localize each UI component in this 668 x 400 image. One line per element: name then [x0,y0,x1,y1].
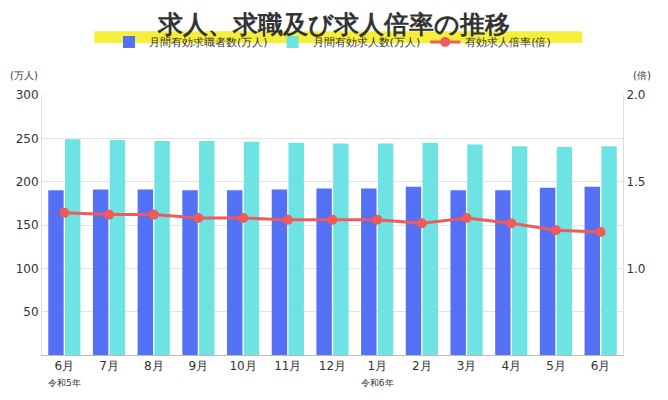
svg-text:1.0: 1.0 [626,262,645,276]
svg-text:100: 100 [16,262,39,276]
svg-text:(倍): (倍) [633,70,651,81]
svg-text:300: 300 [16,88,39,102]
svg-text:11月: 11月 [274,359,301,373]
svg-text:5月: 5月 [546,359,566,373]
svg-text:(万人): (万人) [10,70,38,81]
svg-text:200: 200 [16,175,39,189]
svg-text:8月: 8月 [144,359,164,373]
svg-text:求人、求職及び求人倍率の推移: 求人、求職及び求人倍率の推移 [157,10,510,39]
svg-text:6月令和5年: 6月令和5年 [48,359,81,388]
svg-text:7月: 7月 [99,359,119,373]
svg-text:4月: 4月 [501,359,521,373]
svg-text:6月: 6月 [591,359,611,373]
svg-text:1.5: 1.5 [626,175,645,189]
svg-text:有効求人倍率(倍): 有効求人倍率(倍) [465,36,551,49]
svg-text:2月: 2月 [412,359,432,373]
svg-text:50: 50 [23,305,38,319]
svg-text:250: 250 [16,132,39,146]
svg-text:12月: 12月 [319,359,346,373]
svg-text:9月: 9月 [189,359,209,373]
svg-text:150: 150 [16,218,39,232]
svg-text:2.0: 2.0 [626,88,645,102]
svg-text:1月令和6年: 1月令和6年 [361,359,394,388]
svg-text:月間有効求人数(万人): 月間有効求人数(万人) [313,36,421,49]
svg-text:10月: 10月 [229,359,256,373]
svg-text:月間有効求職者数(万人): 月間有効求職者数(万人) [149,36,268,49]
svg-text:3月: 3月 [457,359,477,373]
